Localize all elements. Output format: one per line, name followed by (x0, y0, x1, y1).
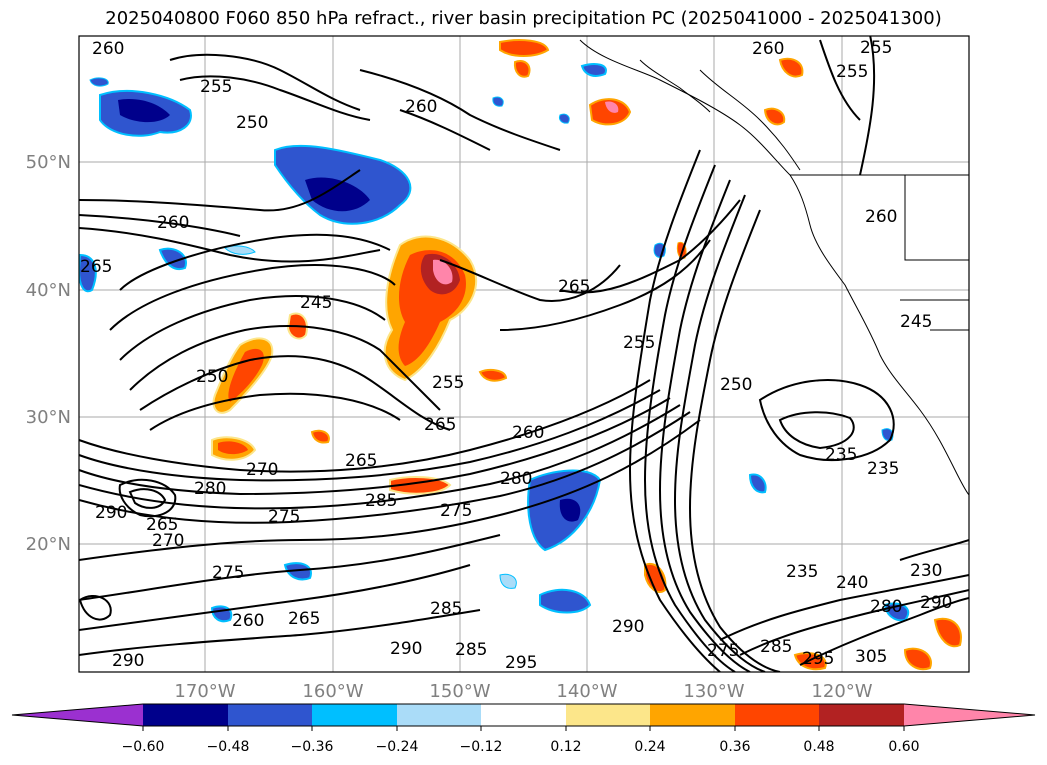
contour-label: 280 (194, 479, 226, 499)
contour-label: 290 (612, 617, 644, 637)
contour-label: 275 (212, 563, 244, 583)
coastlines (579, 39, 969, 496)
colorbar-segment (143, 704, 228, 726)
contour-label: 290 (112, 651, 144, 671)
latitude-label: 30°N (26, 407, 71, 428)
colorbar-segment (566, 704, 650, 726)
contour-label: 270 (152, 531, 184, 551)
contour-label: 260 (92, 39, 124, 59)
contour-label: 245 (900, 312, 932, 332)
longitude-label: 120°W (811, 681, 872, 702)
contour-label: 260 (232, 611, 264, 631)
contour-label: 260 (865, 207, 897, 227)
contour-label: 280 (500, 469, 532, 489)
colorbar-tick-label: −0.36 (291, 739, 334, 755)
colorbar-extend-high (904, 704, 1035, 726)
colorbar-tick-label: 0.48 (803, 739, 834, 755)
contour-label: 285 (365, 491, 397, 511)
contour-label: 275 (707, 641, 739, 661)
colorbar: −0.60 −0.48 −0.36 −0.24 −0.12 0.12 0.24 … (11, 703, 1036, 755)
contour-label: 270 (246, 460, 278, 480)
contour-label: 265 (146, 515, 178, 535)
contour-label: 255 (432, 373, 464, 393)
plot-frame (78, 35, 970, 673)
contour-label: 245 (300, 293, 332, 313)
longitude-label: 140°W (556, 681, 617, 702)
longitude-label: 150°W (429, 681, 490, 702)
contour-label: 265 (288, 609, 320, 629)
contour-label: 285 (760, 637, 792, 657)
colorbar-segment (650, 704, 735, 726)
contour-label: 255 (623, 333, 655, 353)
colorbar-segment (228, 704, 312, 726)
negative-anomaly-patches (79, 63, 910, 623)
colorbar-tick-label: 0.36 (719, 739, 750, 755)
contour-label: 260 (405, 97, 437, 117)
colorbar-tick-label: −0.24 (376, 739, 419, 755)
colorbar-ticks (142, 726, 905, 731)
colorbar-tick-label: −0.60 (122, 739, 165, 755)
latitude-label: 50°N (26, 152, 71, 173)
contour-label: 260 (752, 39, 784, 59)
colorbar-segment (819, 704, 904, 726)
contour-label: 280 (870, 597, 902, 617)
colorbar-extend-low (12, 704, 143, 726)
longitude-label: 170°W (174, 681, 235, 702)
contour-label: 290 (920, 593, 952, 613)
latitude-label: 20°N (26, 534, 71, 555)
latitude-labels: 50°N 40°N 30°N 20°N (26, 152, 71, 555)
gridlines (79, 36, 969, 672)
colorbar-tick-label: −0.12 (460, 739, 503, 755)
contour-label: 260 (157, 213, 189, 233)
contour-label: 290 (95, 503, 127, 523)
colorbar-segment (397, 704, 481, 726)
colorbar-tick-labels: −0.60 −0.48 −0.36 −0.24 −0.12 0.12 0.24 … (122, 739, 920, 755)
longitude-labels: 170°W 160°W 150°W 140°W 130°W 120°W (174, 681, 872, 702)
contour-label: 265 (80, 257, 112, 277)
colorbar-tick-label: −0.48 (207, 739, 250, 755)
contour-label: 265 (424, 415, 456, 435)
contour-label: 250 (720, 375, 752, 395)
longitude-label: 130°W (683, 681, 744, 702)
contour-label: 255 (860, 38, 892, 58)
colorbar-segment (481, 704, 566, 726)
contour-label: 275 (440, 501, 472, 521)
contour-label: 235 (825, 445, 857, 465)
contour-label: 230 (910, 561, 942, 581)
contour-label: 285 (455, 640, 487, 660)
contour-label: 260 (512, 423, 544, 443)
contour-label: 275 (268, 507, 300, 527)
contour-label: 250 (236, 113, 268, 133)
colorbar-segment (735, 704, 819, 726)
colorbar-tick-label: 0.60 (888, 739, 919, 755)
contour-label: 285 (430, 599, 462, 619)
contour-label: 255 (200, 77, 232, 97)
map-title: 2025040800 F060 850 hPa refract., river … (105, 8, 942, 29)
contour-label: 255 (836, 62, 868, 82)
longitude-label: 160°W (302, 681, 363, 702)
contour-label: 290 (390, 639, 422, 659)
contour-label-group: 260 255 250 260 265 255 260 245 265 250 … (80, 38, 952, 673)
colorbar-segment (312, 704, 397, 726)
contour-label: 265 (345, 451, 377, 471)
contour-label: 295 (505, 653, 537, 673)
colorbar-tick-label: 0.24 (634, 739, 665, 755)
contour-label: 235 (786, 562, 818, 582)
contour-label: 295 (802, 649, 834, 669)
contour-label: 250 (196, 367, 228, 387)
contour-label: 265 (558, 277, 590, 297)
contour-label: 305 (855, 647, 887, 667)
contour-label: 235 (867, 459, 899, 479)
plot-area (79, 36, 969, 672)
latitude-label: 40°N (26, 280, 71, 301)
colorbar-tick-label: 0.12 (550, 739, 581, 755)
contour-lines (79, 36, 969, 672)
contour-label: 240 (836, 573, 868, 593)
